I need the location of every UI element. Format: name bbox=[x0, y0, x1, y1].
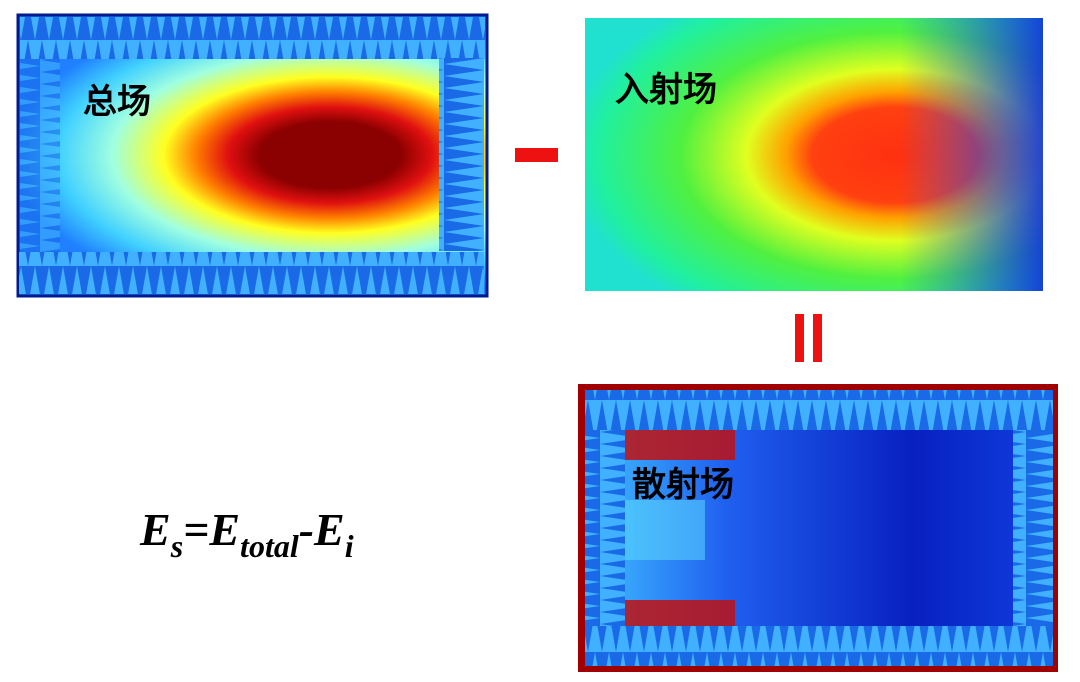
absorber bbox=[20, 17, 485, 59]
scattered-field-panel: 散射场 bbox=[578, 384, 1058, 672]
subscript: s bbox=[170, 528, 183, 564]
panel-label: 总场 bbox=[83, 82, 151, 122]
absorber bbox=[20, 59, 60, 252]
symbol: E bbox=[139, 504, 171, 555]
total-field-panel: 总场 bbox=[16, 13, 489, 298]
panel-label: 散射场 bbox=[632, 465, 734, 505]
formula: Es=Etotal-Ei bbox=[139, 504, 354, 564]
incident-field-panel: 入射场 bbox=[585, 18, 1043, 291]
equals-sign bbox=[813, 314, 822, 362]
symbol: E bbox=[208, 504, 240, 555]
field-image bbox=[625, 600, 735, 626]
operator: = bbox=[183, 504, 209, 555]
subscript: total bbox=[240, 528, 299, 564]
absorber bbox=[1013, 430, 1053, 626]
equals-sign bbox=[795, 314, 804, 362]
absorber bbox=[585, 430, 625, 626]
panel-label: 入射场 bbox=[615, 70, 717, 110]
field-image bbox=[625, 500, 705, 560]
field-image bbox=[625, 430, 735, 460]
absorber bbox=[585, 390, 1053, 430]
minus-sign bbox=[515, 148, 558, 162]
symbol: E bbox=[313, 504, 345, 555]
operator: - bbox=[299, 504, 314, 555]
subscript: i bbox=[345, 528, 354, 564]
absorber bbox=[439, 58, 484, 251]
absorber bbox=[19, 252, 484, 294]
field-image bbox=[900, 18, 1043, 291]
absorber bbox=[585, 626, 1053, 666]
field-image bbox=[16, 13, 489, 298]
